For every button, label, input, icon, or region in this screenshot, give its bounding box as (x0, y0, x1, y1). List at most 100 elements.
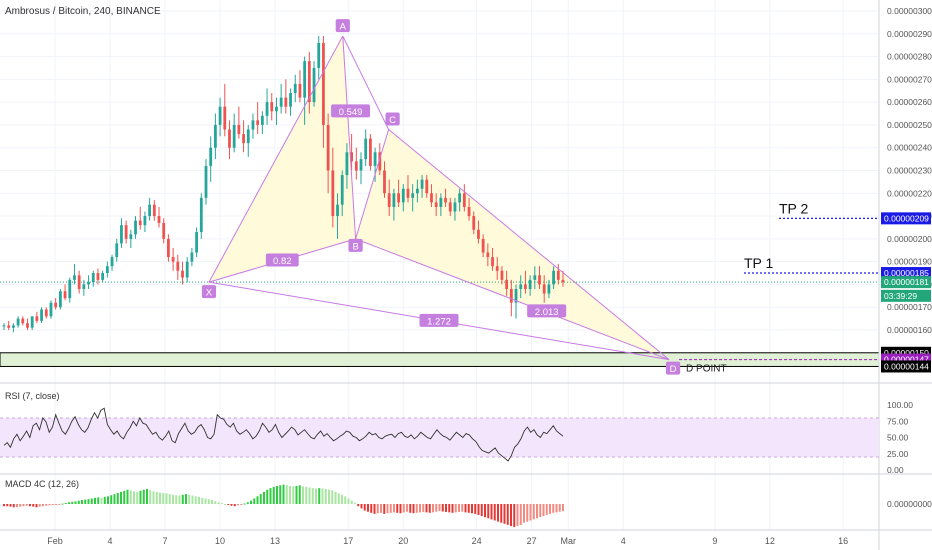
candle-body (472, 216, 476, 230)
macd-bar (305, 486, 308, 504)
candle-body (556, 270, 560, 280)
macd-bar (22, 504, 25, 507)
macd-bar (337, 493, 340, 504)
candle-body (185, 261, 189, 278)
date-tick-label: 27 (527, 536, 537, 546)
macd-bar (510, 504, 512, 526)
macd-bar (139, 490, 142, 504)
macd-bar (373, 504, 376, 514)
symbol-title[interactable]: Ambrosus / Bitcoin, 240, BINANCE (5, 6, 161, 17)
date-axis[interactable]: Feb 4 7 10 13 17 20 24 27 Mar 4 9 12 16 (47, 536, 848, 546)
macd-bar (354, 502, 356, 504)
date-tick-label: 12 (765, 536, 775, 546)
macd-bar (224, 504, 226, 505)
harmonic-pattern-fill (208, 36, 670, 360)
candle-body (237, 124, 241, 135)
take-profit-lines: TP 2 TP 1 (679, 200, 879, 361)
macd-bar (425, 504, 428, 513)
macd-bar (484, 504, 486, 518)
candle-body (453, 202, 457, 212)
macd-title: MACD 4C (12, 26) (5, 479, 79, 489)
macd-bar (412, 504, 415, 514)
price-tick-label: 0.00000290 (887, 29, 932, 39)
candle-body (35, 316, 39, 321)
macd-bar (90, 498, 93, 504)
macd-bar (126, 489, 129, 504)
candle-body (176, 261, 180, 271)
candle-body (134, 220, 137, 235)
macd-bar (295, 485, 298, 504)
candle-body (406, 188, 410, 198)
macd-bar (240, 504, 243, 505)
macd-bar (415, 504, 418, 513)
macd-bar (419, 504, 421, 513)
macd-bar (198, 496, 200, 504)
candle-body (378, 152, 382, 171)
macd-bar (120, 491, 122, 504)
macd-bar (123, 490, 126, 504)
macd-bar (448, 504, 451, 513)
macd-bar (467, 504, 470, 513)
price-badge-label: 0.00000147 (884, 355, 929, 365)
macd-bar (194, 496, 197, 504)
macd-bar (458, 504, 460, 512)
candle-body (387, 193, 391, 207)
macd-bar (146, 489, 148, 504)
rsi-tick-label: 0.00 (887, 465, 904, 475)
macd-bar (292, 486, 295, 504)
macd-bar (12, 504, 15, 508)
macd-bar (552, 504, 555, 513)
candle-body (279, 97, 283, 107)
candle-body (303, 61, 307, 98)
macd-bar (438, 504, 441, 512)
macd-bar (38, 504, 41, 507)
candle-body (242, 134, 245, 144)
candle-body (30, 316, 34, 328)
macd-bar (207, 499, 210, 504)
macd-bar (191, 495, 194, 504)
macd-bar (298, 485, 301, 504)
macd-bar (263, 491, 265, 504)
candle-body (110, 257, 114, 267)
candle-body (58, 291, 62, 308)
macd-bar (464, 504, 467, 513)
rsi-tick-label: 25.00 (887, 449, 909, 459)
macd-bar (445, 504, 447, 512)
candle-body (218, 106, 222, 125)
macd-bar (461, 504, 464, 512)
rsi-title: RSI (7, close) (5, 391, 60, 401)
candle-body (204, 165, 208, 198)
macd-bar (175, 495, 178, 504)
rsi-line (3, 407, 564, 462)
macd-bar (396, 504, 399, 513)
pattern-triangle-xab (208, 36, 356, 283)
macd-bar (253, 498, 256, 504)
candle-body (542, 284, 546, 294)
leg-bd (355, 238, 670, 361)
candle-body (82, 284, 86, 289)
candle-body (509, 288, 513, 303)
candle-body (415, 188, 419, 194)
candle-body (350, 152, 354, 162)
macd-bar (77, 500, 80, 504)
candle-body (91, 273, 95, 283)
candle-body (49, 302, 53, 317)
candle-body (44, 309, 48, 317)
pattern-point-d: D (670, 364, 677, 375)
candle-body (129, 234, 133, 239)
pattern-triangle-bcd (355, 129, 670, 360)
macd-bar (129, 490, 132, 504)
candle-body (256, 120, 260, 125)
candle-body (322, 42, 325, 125)
macd-bar (526, 504, 529, 522)
macd-bar (503, 504, 506, 524)
leg-ab (342, 36, 357, 239)
pattern-point-c: C (389, 115, 396, 126)
candle-body (73, 275, 76, 280)
macd-bar (490, 504, 493, 520)
candle-body (190, 252, 194, 262)
date-tick-label: 24 (472, 536, 482, 546)
candle-body (481, 238, 485, 253)
macd-bar (97, 497, 100, 504)
macd-bar (474, 504, 477, 514)
